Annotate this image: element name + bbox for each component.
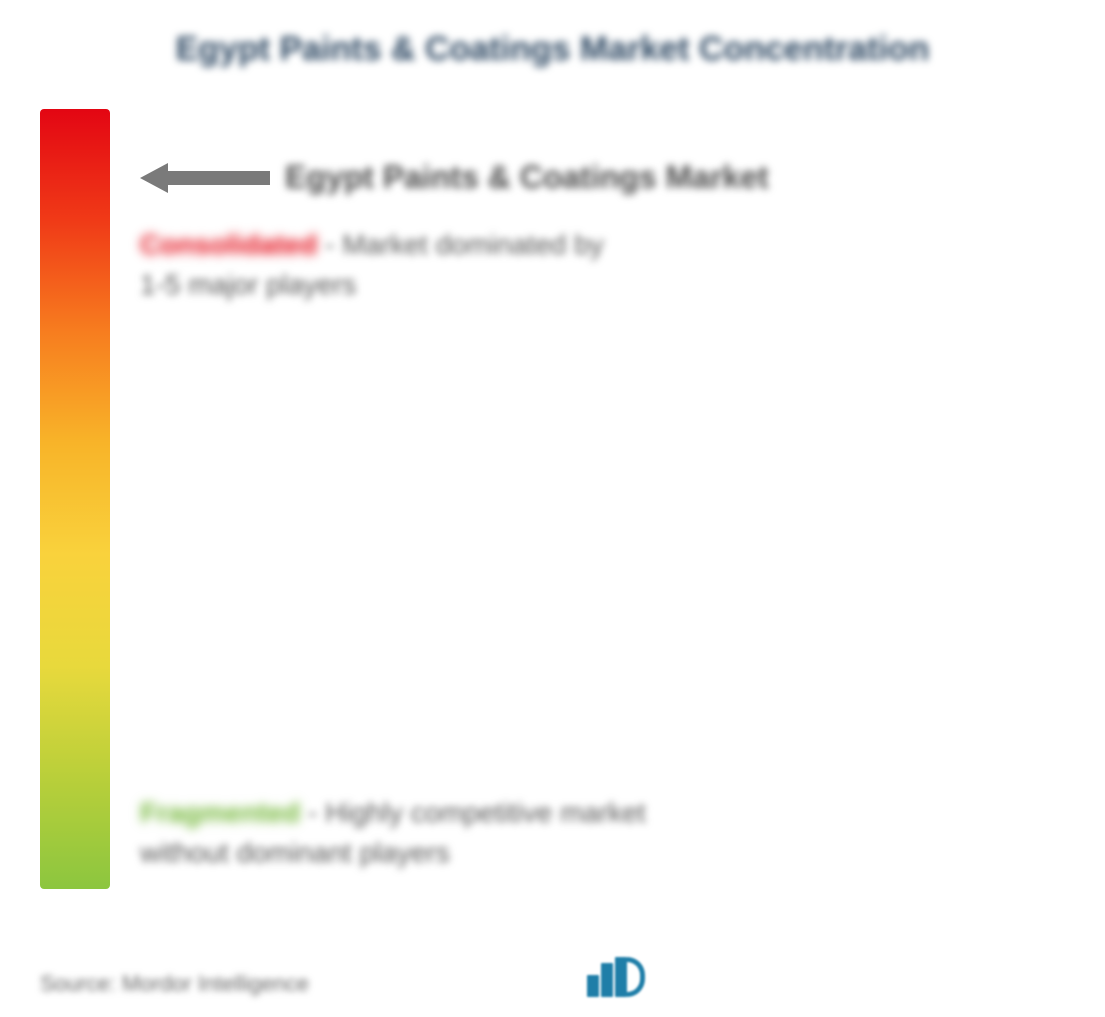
main-content: Egypt Paints & Coatings Market Consolida… (40, 109, 1065, 927)
fragmented-description: Fragmented - Highly competitive market w… (140, 797, 646, 869)
fragmented-highlight: Fragmented (140, 797, 300, 828)
fragmented-line-2: without dominant players (140, 837, 646, 869)
infographic-container: Egypt Paints & Coatings Market Concentra… (0, 0, 1105, 1017)
arrow-left-icon (140, 163, 270, 193)
brand-logo-icon (587, 957, 645, 997)
market-name-label: Egypt Paints & Coatings Market (285, 159, 769, 196)
concentration-gradient-bar (40, 109, 110, 889)
consolidated-line-2: 1-5 major players (140, 269, 604, 301)
fragmented-line-1: Fragmented - Highly competitive market (140, 797, 646, 829)
consolidated-highlight: Consolidated (140, 229, 317, 260)
footer: Source: Mordor Intelligence (40, 957, 1065, 997)
source-attribution: Source: Mordor Intelligence (40, 971, 309, 997)
fragmented-rest: - Highly competitive market (300, 797, 645, 828)
market-indicator-row: Egypt Paints & Coatings Market (140, 159, 769, 196)
consolidated-line-1: Consolidated - Market dominated by (140, 229, 604, 261)
labels-area: Egypt Paints & Coatings Market Consolida… (140, 109, 1065, 889)
page-title: Egypt Paints & Coatings Market Concentra… (40, 30, 1065, 69)
consolidated-rest: - Market dominated by (317, 229, 603, 260)
consolidated-description: Consolidated - Market dominated by 1-5 m… (140, 229, 604, 301)
